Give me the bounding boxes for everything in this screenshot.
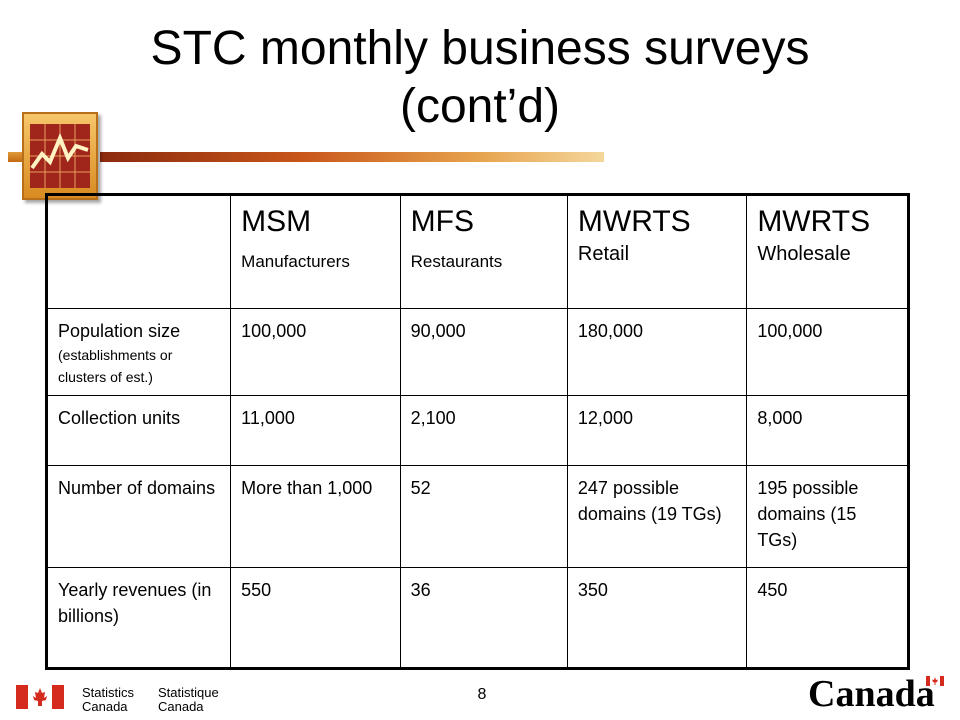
- title-line-1: STC monthly business surveys: [150, 22, 810, 75]
- table-cell: 11,000: [230, 394, 401, 467]
- survey-table: MSM Manufacturers MFS Restaurants MWRTS …: [45, 193, 910, 670]
- table-cell: 90,000: [399, 308, 568, 396]
- table-cell: 36: [399, 566, 568, 670]
- table-row: Yearly revenues (in billions) 550 36 350…: [45, 566, 909, 670]
- table-cell: More than 1,000: [230, 465, 401, 568]
- row-label: Yearly revenues (in billions): [45, 566, 232, 670]
- wordmark-flag-icon: [926, 676, 944, 686]
- row-label: Collection units: [45, 394, 232, 467]
- table-cell: 8,000: [746, 394, 909, 467]
- slide-title: STC monthly business surveys (cont’d): [60, 20, 900, 136]
- table-cell: 100,000: [746, 308, 909, 396]
- row-label: Number of domains: [45, 465, 232, 568]
- header-cell-empty: [45, 193, 232, 310]
- table-cell: 450: [746, 566, 909, 670]
- header-cell: MWRTS Retail: [566, 193, 748, 310]
- table-cell: 247 possible domains (19 TGs): [566, 465, 748, 568]
- table-cell: 12,000: [566, 394, 748, 467]
- decorative-bar: [8, 150, 604, 164]
- canada-wordmark: Canada: [808, 673, 935, 715]
- table-cell: 100,000: [230, 308, 401, 396]
- header-cell: MFS Restaurants: [399, 193, 568, 310]
- table-row: Number of domains More than 1,000 52 247…: [45, 465, 909, 568]
- header-cell: MSM Manufacturers: [230, 193, 401, 310]
- table-cell: 52: [399, 465, 568, 568]
- row-label: Population size (establishments or clust…: [45, 308, 232, 396]
- header-cell: MWRTS Wholesale: [746, 193, 909, 310]
- canada-flag-icon: [16, 685, 64, 709]
- table-cell: 550: [230, 566, 401, 670]
- title-line-2: (cont’d): [399, 80, 561, 133]
- table-row: Population size (establishments or clust…: [45, 308, 909, 396]
- row-note: (establishments or clusters of est.): [58, 347, 173, 386]
- chart-logo-icon: [22, 112, 98, 200]
- table-cell: 2,100: [399, 394, 568, 467]
- table-cell: 350: [566, 566, 748, 670]
- table-cell: 195 possible domains (15 TGs): [746, 465, 909, 568]
- table-cell: 180,000: [566, 308, 748, 396]
- statistics-canada-label: Statistics Canada: [82, 685, 135, 714]
- table-row: Collection units 11,000 2,100 12,000 8,0…: [45, 394, 909, 467]
- page-number: 8: [477, 686, 487, 703]
- statistique-canada-label: Statistique Canada: [158, 685, 219, 714]
- table-header-row: MSM Manufacturers MFS Restaurants MWRTS …: [45, 193, 909, 310]
